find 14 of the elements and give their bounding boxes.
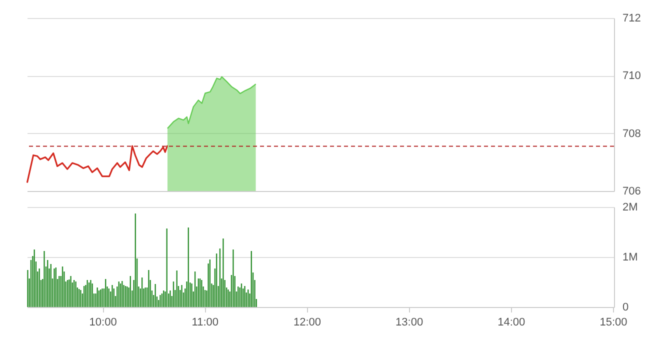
y-tick-label: 708 bbox=[622, 128, 641, 140]
x-tick-label: 15:00 bbox=[600, 316, 628, 328]
line-series bbox=[26, 145, 168, 183]
y-tick-label: 712 bbox=[622, 12, 641, 24]
y-tick-label: 710 bbox=[622, 70, 641, 82]
x-tick-label: 10:00 bbox=[89, 316, 117, 328]
x-tick-label: 11:00 bbox=[192, 316, 218, 328]
y-tick-label: 1M bbox=[622, 252, 638, 264]
x-tick-label: 14:00 bbox=[498, 316, 526, 328]
y-tick-label: 706 bbox=[622, 186, 641, 198]
x-tick-label: 12:00 bbox=[293, 316, 321, 328]
x-tick-label: 13:00 bbox=[396, 316, 424, 328]
y-tick-label: 2M bbox=[622, 202, 638, 214]
y-tick-label: 0 bbox=[622, 302, 629, 314]
